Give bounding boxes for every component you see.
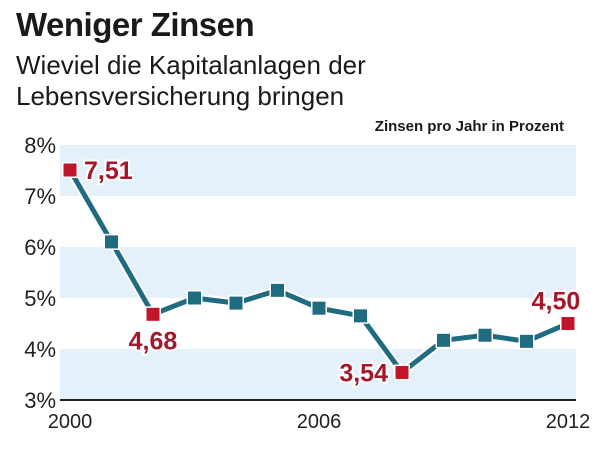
data-label: 4,68 bbox=[129, 327, 178, 355]
x-tick-label: 2012 bbox=[546, 411, 591, 433]
data-marker bbox=[271, 283, 284, 297]
y-tick-label: 7% bbox=[24, 184, 56, 209]
data-marker bbox=[105, 235, 118, 249]
data-marker bbox=[478, 328, 492, 342]
grid-band bbox=[60, 349, 576, 400]
highlight-marker bbox=[146, 307, 160, 321]
chart-title: Weniger Zinsen bbox=[16, 6, 255, 43]
data-label: 3,54 bbox=[339, 359, 388, 387]
y-axis-ticks: 3% 4% 5% 6% 7% 8% bbox=[24, 133, 56, 413]
data-marker bbox=[437, 333, 450, 347]
y-tick-label: 6% bbox=[24, 235, 56, 260]
y-tick-label: 8% bbox=[24, 133, 56, 158]
x-tick-label: 2000 bbox=[48, 411, 93, 433]
data-marker bbox=[229, 296, 243, 310]
data-label: 4,50 bbox=[532, 288, 581, 316]
highlight-marker bbox=[561, 317, 575, 330]
data-markers bbox=[62, 161, 576, 381]
line-segment bbox=[358, 314, 405, 374]
data-marker bbox=[188, 291, 201, 305]
highlight-marker bbox=[63, 163, 77, 177]
y-tick-label: 3% bbox=[24, 388, 56, 413]
grid-band bbox=[60, 145, 576, 196]
data-label: 7,51 bbox=[84, 157, 133, 185]
highlight-marker bbox=[395, 365, 409, 379]
line-segment bbox=[109, 240, 156, 316]
x-axis-ticks: 2000 2006 2012 bbox=[48, 411, 591, 433]
y-tick-label: 5% bbox=[24, 286, 56, 311]
grid-band bbox=[60, 247, 576, 298]
unit-label: Zinsen pro Jahr in Prozent bbox=[374, 118, 564, 135]
line-segment bbox=[67, 168, 114, 244]
data-marker bbox=[520, 334, 533, 348]
grid-bands bbox=[60, 145, 576, 400]
data-labels: 7,51 4,68 3,54 4,50 bbox=[82, 155, 582, 389]
data-marker bbox=[312, 301, 326, 315]
y-tick-label: 4% bbox=[24, 337, 56, 362]
data-marker bbox=[354, 309, 367, 323]
x-tick-label: 2006 bbox=[297, 411, 342, 433]
chart-subtitle: Wieviel die Kapitalanlagen der Lebensver… bbox=[16, 50, 366, 111]
